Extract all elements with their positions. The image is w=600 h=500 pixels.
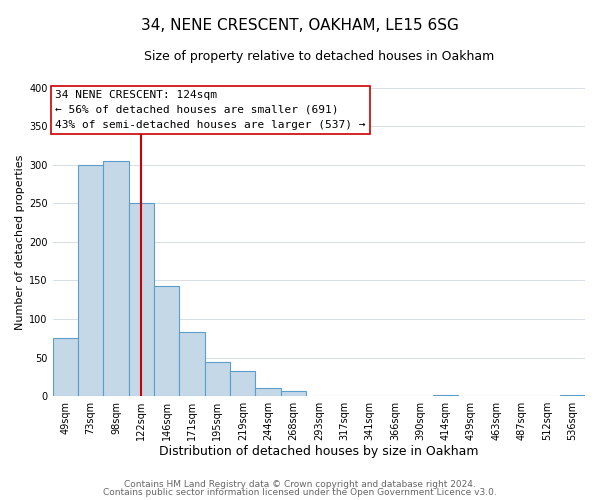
Bar: [179, 332, 205, 396]
Text: Contains public sector information licensed under the Open Government Licence v3: Contains public sector information licen…: [103, 488, 497, 497]
Title: Size of property relative to detached houses in Oakham: Size of property relative to detached ho…: [144, 50, 494, 63]
Bar: [53, 338, 78, 396]
Bar: [154, 286, 179, 396]
Bar: [433, 394, 458, 396]
Bar: [129, 204, 154, 396]
Bar: [281, 392, 306, 396]
Text: Contains HM Land Registry data © Crown copyright and database right 2024.: Contains HM Land Registry data © Crown c…: [124, 480, 476, 489]
Bar: [78, 165, 103, 396]
Bar: [103, 161, 129, 396]
Text: 34 NENE CRESCENT: 124sqm
← 56% of detached houses are smaller (691)
43% of semi-: 34 NENE CRESCENT: 124sqm ← 56% of detach…: [55, 90, 365, 130]
X-axis label: Distribution of detached houses by size in Oakham: Distribution of detached houses by size …: [159, 444, 479, 458]
Bar: [205, 362, 230, 396]
Y-axis label: Number of detached properties: Number of detached properties: [15, 154, 25, 330]
Bar: [230, 372, 256, 396]
Bar: [560, 394, 585, 396]
Bar: [256, 388, 281, 396]
Text: 34, NENE CRESCENT, OAKHAM, LE15 6SG: 34, NENE CRESCENT, OAKHAM, LE15 6SG: [141, 18, 459, 32]
